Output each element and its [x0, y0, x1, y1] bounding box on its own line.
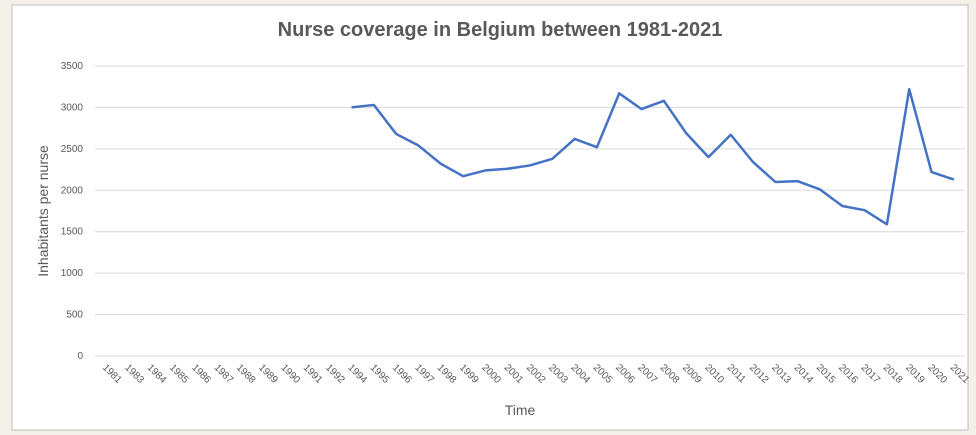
y-tick-label: 2000 — [61, 185, 84, 196]
y-tick-label: 3500 — [61, 61, 84, 72]
line — [351, 87, 955, 226]
y-tick-label: 0 — [77, 351, 83, 362]
y-tick-label: 500 — [66, 310, 83, 321]
x-axis-label: Time — [505, 402, 536, 418]
chart-title: Nurse coverage in Belgium between 1981-2… — [278, 19, 723, 41]
y-tick-label: 2500 — [61, 144, 84, 155]
y-axis-label: Inhabitants per nurse — [35, 145, 51, 277]
y-tick-label: 1000 — [61, 268, 84, 279]
y-tick-label: 1500 — [61, 227, 84, 238]
chart-area — [11, 4, 969, 431]
y-tick-label: 3000 — [61, 102, 84, 113]
